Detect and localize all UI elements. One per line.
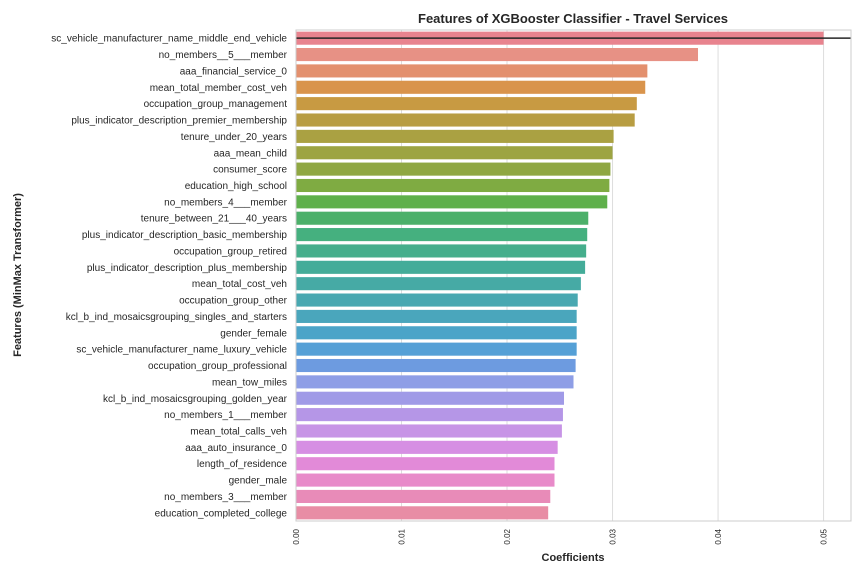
category-label: no_members_3___member — [164, 492, 288, 503]
category-label: mean_total_cost_veh — [192, 279, 287, 290]
bar — [296, 97, 637, 111]
bar — [296, 358, 576, 373]
bar — [296, 391, 565, 405]
bars — [296, 31, 824, 520]
category-label: tenure_between_21___40_years — [141, 214, 287, 225]
bar — [296, 424, 562, 438]
category-label: sc_vehicle_manufacturer_name_luxury_vehi… — [76, 345, 287, 356]
bar — [296, 48, 699, 62]
category-label: consumer_score — [213, 165, 287, 176]
bar — [296, 244, 587, 258]
bar — [296, 228, 588, 242]
bar — [296, 309, 577, 323]
bar — [296, 440, 558, 454]
category-label: no_members__5___member — [159, 50, 288, 61]
bar — [296, 326, 577, 340]
x-tick-label: 0.02 — [503, 528, 512, 544]
x-tick-label: 0.04 — [714, 528, 723, 544]
y-axis-label: Features (MinMax Transformer) — [12, 193, 24, 357]
category-label: kcl_b_ind_mosaicsgrouping_singles_and_st… — [66, 312, 287, 323]
bar — [296, 64, 648, 78]
category-label: occupation_group_retired — [174, 246, 287, 257]
category-label: length_of_residence — [197, 459, 288, 470]
category-label: occupation_group_professional — [148, 361, 287, 372]
plot-frame — [295, 29, 852, 522]
category-label: plus_indicator_description_plus_membersh… — [87, 263, 288, 274]
bar — [296, 211, 589, 225]
bar — [296, 129, 614, 143]
category-label: education_high_school — [185, 181, 287, 192]
bar — [296, 342, 577, 356]
category-label: tenure_under_20_years — [181, 132, 287, 143]
category-label: gender_male — [229, 476, 288, 487]
category-label: plus_indicator_description_basic_members… — [82, 230, 288, 241]
bar — [296, 489, 551, 503]
category-label: aaa_mean_child — [214, 148, 287, 159]
x-tick-label: 0.00 — [292, 528, 301, 544]
bar — [296, 457, 555, 471]
category-label: no_members_1___member — [164, 410, 288, 421]
category-label: aaa_financial_service_0 — [180, 66, 288, 77]
bar — [296, 146, 613, 160]
bar — [296, 260, 586, 274]
x-axis-label: Coefficients — [542, 552, 605, 564]
bar — [296, 113, 635, 127]
category-label: sc_vehicle_manufacturer_name_middle_end_… — [51, 34, 287, 45]
bar — [296, 506, 549, 520]
category-label: aaa_auto_insurance_0 — [185, 443, 287, 454]
category-label: mean_total_calls_veh — [190, 426, 287, 437]
bar — [296, 293, 578, 307]
x-tick-label: 0.05 — [820, 528, 829, 544]
bar — [296, 80, 646, 94]
category-label: plus_indicator_description_premier_membe… — [71, 116, 287, 127]
bar — [296, 473, 555, 487]
category-label: mean_tow_miles — [212, 377, 287, 388]
category-label: occupation_group_management — [144, 99, 288, 110]
bar — [296, 195, 608, 209]
category-label: no_members_4___member — [164, 197, 288, 208]
category-labels: sc_vehicle_manufacturer_name_middle_end_… — [51, 34, 287, 520]
chart-title: Features of XGBooster Classifier - Trave… — [418, 11, 728, 26]
bar — [296, 408, 563, 422]
x-tick-label: 0.03 — [609, 528, 618, 544]
category-label: gender_female — [220, 328, 287, 339]
bar — [296, 178, 610, 193]
x-tick-labels: 0.00 0.01 0.02 0.03 0.04 0.05 — [292, 528, 829, 544]
x-tick-label: 0.01 — [398, 528, 407, 544]
bar — [296, 277, 581, 291]
bar — [296, 375, 574, 389]
category-label: mean_total_member_cost_veh — [150, 83, 287, 94]
category-label: kcl_b_ind_mosaicsgrouping_golden_year — [103, 394, 288, 405]
category-label: education_completed_college — [155, 508, 288, 519]
bar — [296, 162, 611, 176]
category-label: occupation_group_other — [179, 296, 288, 307]
